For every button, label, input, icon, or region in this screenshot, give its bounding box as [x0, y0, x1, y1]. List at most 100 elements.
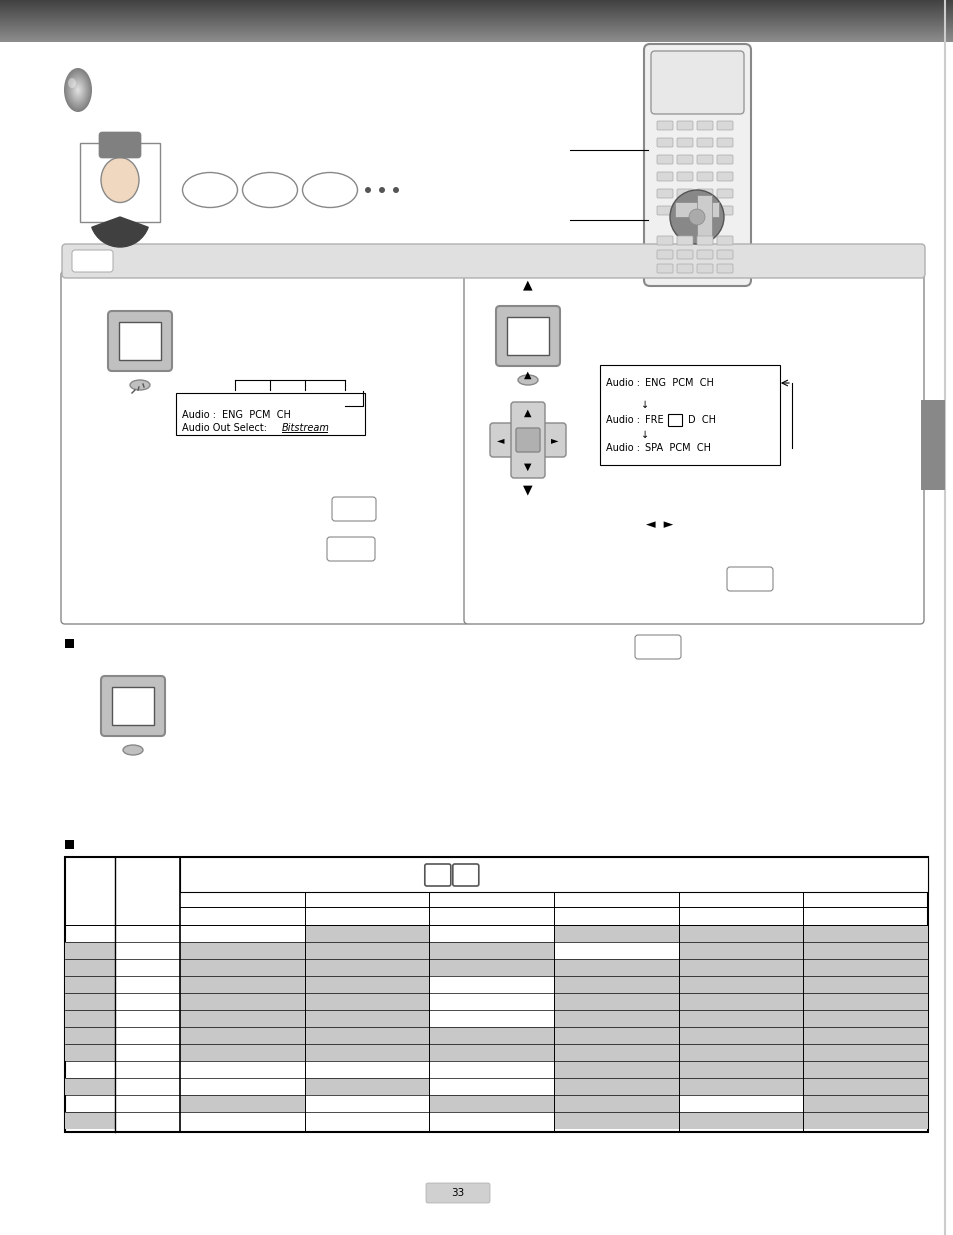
Ellipse shape — [67, 73, 90, 107]
FancyBboxPatch shape — [332, 496, 375, 521]
Bar — [429, 942, 554, 960]
Bar — [678, 1061, 802, 1078]
Ellipse shape — [302, 173, 357, 207]
FancyBboxPatch shape — [635, 635, 680, 659]
Text: 33: 33 — [451, 1188, 464, 1198]
Bar — [802, 976, 927, 993]
Bar — [304, 976, 429, 993]
Bar — [697, 195, 712, 240]
Bar — [678, 942, 802, 960]
Text: Audio Out Select:: Audio Out Select: — [182, 424, 267, 433]
Bar — [678, 960, 802, 976]
Ellipse shape — [72, 82, 84, 99]
Ellipse shape — [182, 173, 237, 207]
Bar — [180, 1095, 304, 1112]
Bar — [678, 1078, 802, 1095]
Bar — [304, 1028, 429, 1044]
Bar — [554, 1061, 678, 1078]
Bar — [678, 1112, 802, 1129]
Bar — [304, 942, 429, 960]
Bar — [180, 942, 304, 960]
FancyBboxPatch shape — [71, 249, 112, 272]
Bar — [180, 857, 927, 892]
Bar — [678, 1028, 802, 1044]
Bar — [554, 993, 678, 1010]
FancyBboxPatch shape — [61, 270, 469, 624]
FancyBboxPatch shape — [496, 306, 559, 366]
Bar — [180, 1010, 304, 1028]
Bar — [667, 414, 681, 426]
Ellipse shape — [517, 375, 537, 385]
Ellipse shape — [75, 85, 81, 94]
Bar — [802, 925, 927, 942]
Ellipse shape — [71, 79, 85, 101]
FancyBboxPatch shape — [697, 236, 712, 245]
FancyBboxPatch shape — [697, 189, 712, 198]
Bar — [802, 960, 927, 976]
Bar — [429, 1044, 554, 1061]
Bar — [554, 1010, 678, 1028]
Text: ▲: ▲ — [524, 408, 531, 417]
FancyBboxPatch shape — [677, 264, 692, 273]
FancyBboxPatch shape — [697, 264, 712, 273]
Bar — [180, 1044, 304, 1061]
Bar — [675, 201, 719, 217]
Ellipse shape — [68, 78, 76, 88]
Text: Audio :: Audio : — [605, 415, 639, 425]
Ellipse shape — [73, 84, 82, 96]
Bar — [802, 1078, 927, 1095]
FancyBboxPatch shape — [657, 189, 672, 198]
Bar — [304, 1078, 429, 1095]
FancyBboxPatch shape — [717, 172, 732, 182]
FancyBboxPatch shape — [175, 393, 365, 435]
Bar — [304, 993, 429, 1010]
Ellipse shape — [68, 74, 88, 105]
Ellipse shape — [76, 88, 79, 93]
Ellipse shape — [242, 173, 297, 207]
FancyBboxPatch shape — [717, 236, 732, 245]
Bar — [599, 366, 780, 466]
Text: SPA  PCM  CH: SPA PCM CH — [644, 443, 710, 453]
Text: Audio :: Audio : — [605, 378, 639, 388]
Bar — [554, 960, 678, 976]
FancyBboxPatch shape — [101, 676, 165, 736]
FancyBboxPatch shape — [62, 245, 924, 278]
FancyBboxPatch shape — [677, 172, 692, 182]
Circle shape — [393, 186, 398, 193]
Ellipse shape — [77, 89, 78, 91]
Text: ▲: ▲ — [524, 370, 531, 380]
Ellipse shape — [66, 70, 91, 110]
Ellipse shape — [123, 745, 143, 755]
Bar — [65, 1010, 115, 1028]
Bar — [429, 960, 554, 976]
Bar — [802, 1010, 927, 1028]
FancyBboxPatch shape — [697, 249, 712, 259]
Ellipse shape — [76, 86, 80, 94]
FancyBboxPatch shape — [726, 567, 772, 592]
FancyBboxPatch shape — [697, 138, 712, 147]
Bar — [920, 400, 944, 490]
FancyBboxPatch shape — [657, 121, 672, 130]
Ellipse shape — [70, 77, 87, 104]
Bar — [678, 1010, 802, 1028]
Bar — [554, 1028, 678, 1044]
Bar — [65, 840, 74, 848]
FancyBboxPatch shape — [426, 1183, 490, 1203]
Text: ▼: ▼ — [524, 462, 531, 472]
Text: ↓: ↓ — [640, 430, 648, 440]
Circle shape — [365, 186, 371, 193]
Text: Audio :: Audio : — [605, 443, 639, 453]
Bar — [180, 993, 304, 1010]
Ellipse shape — [130, 380, 150, 390]
FancyBboxPatch shape — [697, 121, 712, 130]
FancyBboxPatch shape — [717, 206, 732, 215]
Bar — [802, 942, 927, 960]
Bar — [180, 976, 304, 993]
Ellipse shape — [66, 72, 90, 109]
FancyBboxPatch shape — [112, 687, 153, 725]
Bar — [65, 993, 115, 1010]
Text: FRE: FRE — [644, 415, 663, 425]
FancyBboxPatch shape — [657, 264, 672, 273]
Text: D  CH: D CH — [687, 415, 716, 425]
Text: Bitstream: Bitstream — [282, 424, 330, 433]
